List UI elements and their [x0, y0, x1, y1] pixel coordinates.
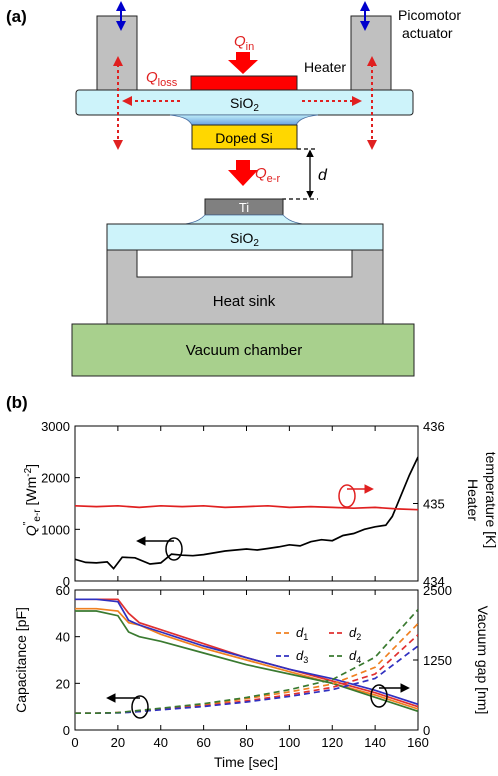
- top-y2-tick-label: 434: [423, 574, 445, 589]
- x-tick-label: 160: [407, 735, 429, 750]
- sio2-bottom-plate: [106, 223, 384, 251]
- q-er-label: Qe-r: [255, 165, 280, 185]
- bottom-series-d1-right: [75, 623, 418, 715]
- capacitance-curve-marker-icon: [131, 695, 149, 719]
- top-y2-tick-label: 436: [423, 419, 445, 434]
- x-tick-label: 60: [196, 735, 210, 750]
- gap-label: d: [318, 167, 328, 184]
- bottom-y2-tick-label: 1250: [423, 653, 452, 668]
- top-chart-ticks: 0 1000 2000 3000 434 435 436: [41, 419, 445, 589]
- bottom-y-tick-label: 60: [56, 583, 70, 598]
- top-left-axis-label: Q"e-r [Wm-2]: [22, 464, 43, 536]
- vacuum-chamber: [71, 323, 415, 377]
- top-y2-tick-label: 435: [423, 497, 445, 512]
- gap-curve-marker-icon: [370, 684, 388, 708]
- doped-si-label: Doped Si: [215, 130, 273, 146]
- x-tick-label: 0: [71, 735, 78, 750]
- top-series-right-right: [75, 504, 418, 511]
- heat-sink-label: Heat sink: [213, 293, 276, 310]
- sio2-lower-bridge: [184, 214, 304, 225]
- top-y-tick-label: 1000: [41, 522, 70, 537]
- top-y-tick-label: 3000: [41, 419, 70, 434]
- x-tick-label: 120: [321, 735, 343, 750]
- flux-curve-marker-icon: [165, 537, 183, 561]
- x-tick-label: 140: [364, 735, 386, 750]
- top-chart-series: [75, 456, 418, 570]
- ti-label: Ti: [239, 200, 249, 215]
- heater-block: [190, 75, 298, 91]
- temp-curve-marker-icon: [338, 484, 356, 508]
- x-tick-label: 100: [279, 735, 301, 750]
- panel-b-label: (b): [6, 393, 28, 412]
- q-loss-label: Qloss: [146, 69, 178, 89]
- bottom-left-axis-label: Capacitance [pF]: [13, 607, 29, 713]
- bottom-right-axis-label: Vacuum gap [nm]: [475, 606, 491, 715]
- bottom-series-d4-left: [75, 610, 418, 713]
- legend-label-d3: d3: [296, 648, 308, 665]
- bottom-series-d3-right: [75, 645, 418, 715]
- q-in-label: Qin: [234, 33, 254, 53]
- bottom-y-tick-label: 0: [63, 723, 70, 738]
- picomotor-label: Picomotor: [398, 7, 461, 23]
- bottom-y-tick-label: 20: [56, 676, 70, 691]
- top-right-axis-label-line2: temperature [K]: [483, 452, 498, 549]
- sio2-top-label: SiO2: [230, 95, 259, 114]
- legend-label-d2: d2: [349, 625, 361, 642]
- legend: d1 d2 d3 d4: [276, 625, 361, 665]
- top-series-left-left: [75, 456, 418, 570]
- legend-label-d1: d1: [296, 625, 308, 642]
- sio2-bridge: [169, 114, 319, 126]
- vacuum-chamber-label: Vacuum chamber: [186, 342, 302, 359]
- q-in-arrow-icon: [228, 52, 258, 74]
- x-tick-label: 80: [239, 735, 253, 750]
- x-tick-label: 40: [154, 735, 168, 750]
- top-right-axis-label-line1: Heater: [465, 479, 481, 521]
- actuator-label: actuator: [402, 25, 453, 41]
- heat-sink: [106, 249, 384, 325]
- bottom-y2-tick-label: 2500: [423, 583, 452, 598]
- bottom-y-tick-label: 40: [56, 630, 70, 645]
- x-axis-label: Time [sec]: [214, 754, 278, 770]
- top-y-tick-label: 0: [63, 574, 70, 589]
- bottom-y2-tick-label: 0: [423, 723, 430, 738]
- bottom-chart-series: [75, 598, 418, 715]
- heater-label: Heater: [304, 59, 346, 75]
- bottom-series-d2-left: [75, 598, 418, 708]
- top-y-tick-label: 2000: [41, 471, 70, 486]
- legend-label-d4: d4: [349, 648, 361, 665]
- doped-si-block: [191, 124, 298, 150]
- bottom-series-d3-left: [75, 598, 418, 706]
- panel-a-label: (a): [6, 7, 27, 26]
- sio2-bottom-label: SiO2: [230, 230, 259, 249]
- q-er-arrow-icon: [228, 160, 258, 186]
- x-tick-label: 20: [111, 735, 125, 750]
